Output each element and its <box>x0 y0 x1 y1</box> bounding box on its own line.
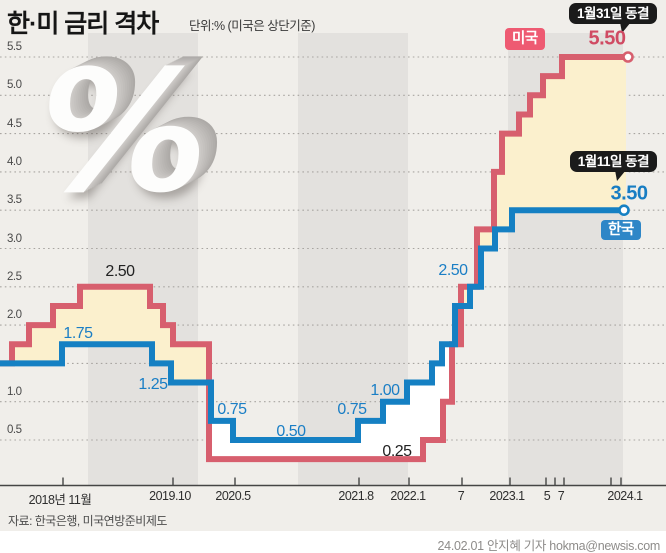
percent-glyph: % <box>40 34 209 230</box>
gap-fill <box>423 382 432 440</box>
point-label: 0.75 <box>217 401 247 418</box>
gap-fill <box>543 76 562 211</box>
gap-fill <box>358 420 383 460</box>
kr-end-dot <box>618 204 630 216</box>
year-band <box>88 33 198 485</box>
point-label: 0.50 <box>276 423 306 440</box>
y-axis-label: 0.5 <box>7 424 22 436</box>
point-label: 1.25 <box>138 376 168 393</box>
x-axis-label: 7 <box>457 489 465 503</box>
source-note: 자료: 한국은행, 미국연방준비제도 <box>8 514 167 528</box>
gap-fill <box>80 286 150 345</box>
byline: 24.02.01 안지혜 기자 hokma@newsis.com <box>437 539 661 553</box>
us-rate-line <box>0 54 628 463</box>
x-axis-label: 2022.1 <box>390 489 426 503</box>
y-axis-label: 5.0 <box>7 79 22 92</box>
y-axis-label: 1.0 <box>7 385 22 398</box>
x-axis-label: 2020.5 <box>215 489 251 503</box>
percent-3d-icon: % <box>40 48 260 233</box>
x-axis-label: 2024.1 <box>607 489 643 503</box>
point-label: 0.75 <box>337 401 367 418</box>
point-label: 1.00 <box>370 382 400 399</box>
y-axis-label: 4.0 <box>7 155 22 168</box>
y-axis-label: 5.5 <box>7 41 22 53</box>
y-axis-label: 4.5 <box>7 117 22 130</box>
page-title: 한·미 금리 격차 <box>7 10 159 38</box>
gap-fill <box>502 133 512 230</box>
gap-fill <box>150 305 152 345</box>
gap-fill <box>152 305 163 364</box>
gap-fill <box>12 344 29 364</box>
gap-fill <box>211 420 233 460</box>
y-axis-label: 3.5 <box>7 194 22 207</box>
us-callout-tail-icon <box>620 22 631 33</box>
gap-fill <box>495 171 502 230</box>
x-axis-label: 2023.1 <box>489 489 525 503</box>
us-series-badge: 미국 <box>505 28 545 50</box>
rate-chart-svg <box>0 33 666 487</box>
kr-series-badge: 한국 <box>601 220 641 240</box>
gap-fill <box>519 114 530 211</box>
gap-fill <box>62 305 80 345</box>
x-axis-label: 5 <box>543 489 551 503</box>
gap-fill <box>443 344 452 402</box>
y-axis-label: 2.0 <box>7 309 22 322</box>
gap-fill <box>163 325 171 364</box>
gap-fill <box>432 363 442 440</box>
gap-fill <box>53 305 62 364</box>
kr-rate-line <box>0 207 624 443</box>
gap-fill <box>512 133 519 211</box>
unit-note: 단위:% (미국은 상단기준) <box>189 19 315 33</box>
kr-callout-tail-icon <box>615 170 626 181</box>
gap-fill <box>461 286 470 306</box>
us-final-value: 5.50 <box>588 27 626 50</box>
x-axis-label: 2018년 11월 <box>28 493 92 507</box>
x-axis-label: 7 <box>557 489 565 503</box>
gap-fill <box>442 344 443 440</box>
gap-fill <box>530 95 543 211</box>
gap-fill <box>171 325 173 383</box>
us-end-dot <box>622 51 634 63</box>
gap-fill <box>407 382 423 460</box>
gap-fill <box>29 325 53 364</box>
point-label: 1.75 <box>63 325 93 342</box>
point-label: 0.25 <box>382 443 412 460</box>
point-label: 2.50 <box>105 263 135 280</box>
gap-fill <box>481 229 494 249</box>
y-axis-label: 2.5 <box>7 270 22 283</box>
gap-fill <box>173 344 209 383</box>
x-axis-label: 2021.8 <box>338 489 374 503</box>
gap-fill <box>233 440 358 460</box>
gap-fill <box>383 401 407 460</box>
gap-fill <box>562 57 626 211</box>
point-label: 2.50 <box>438 262 468 279</box>
kr-freeze-callout: 1월11일 동결 <box>569 151 657 172</box>
kr-final-value: 3.50 <box>610 182 648 205</box>
credit-strip: 24.02.01 안지혜 기자 hokma@newsis.com <box>0 531 666 553</box>
y-axis-label: 3.0 <box>7 232 22 245</box>
x-axis-label: 2019.10 <box>149 489 191 503</box>
us-freeze-callout: 1월31일 동결 <box>569 3 657 24</box>
